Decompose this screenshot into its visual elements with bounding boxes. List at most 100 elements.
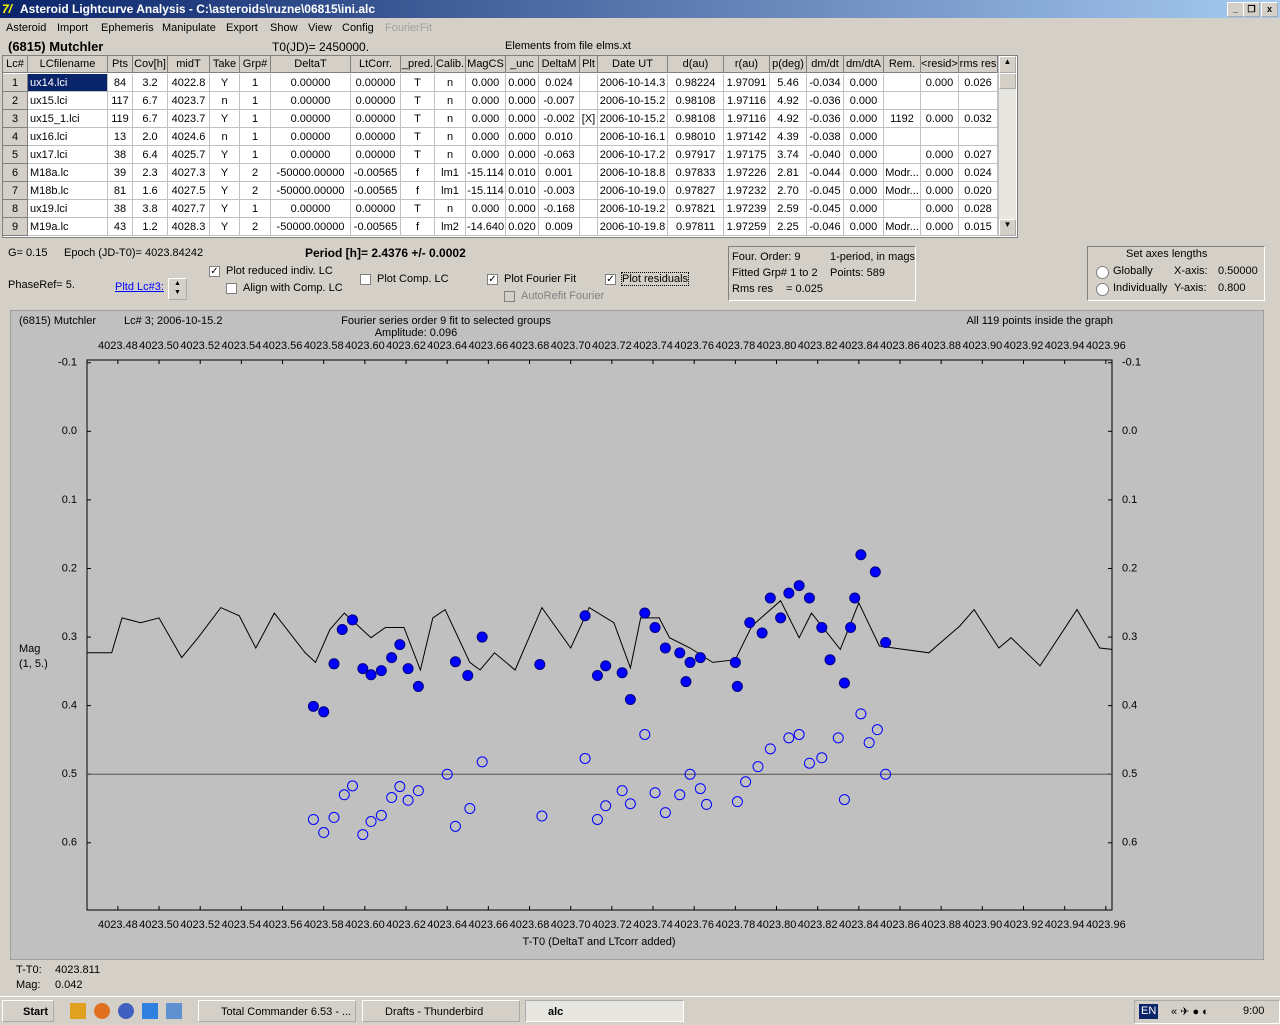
table-cell[interactable]: 0.032 [959,110,998,128]
table-cell[interactable]: 1 [240,74,271,92]
table-cell[interactable]: -0.045 [807,182,844,200]
checkbox[interactable]: ✓ [209,266,220,277]
checkbox[interactable] [226,283,237,294]
plotted-lc-link[interactable]: Pltd Lc#3: [115,281,164,293]
table-cell[interactable]: 0.98224 [668,74,724,92]
table-cell[interactable]: 1.97259 [724,218,770,236]
table-cell[interactable]: 0.001 [539,164,580,182]
table-cell[interactable]: 0.00000 [351,146,401,164]
table-cell[interactable]: 2006-10-19.2 [598,200,668,218]
table-cell[interactable]: 2 [240,182,271,200]
table-cell[interactable] [884,128,921,146]
menu-item[interactable]: Asteroid [6,22,47,34]
table-cell[interactable]: 0.00000 [271,200,351,218]
table-cell[interactable]: 0.97827 [668,182,724,200]
table-cell[interactable]: -0.038 [807,128,844,146]
table-cell[interactable]: -15.114 [466,164,506,182]
menu-item[interactable]: Config [342,22,374,34]
table-cell[interactable]: 2006-10-17.2 [598,146,668,164]
table-cell[interactable]: 0.00000 [271,146,351,164]
checkbox[interactable]: ✓ [487,274,498,285]
table-cell[interactable]: 0.009 [539,218,580,236]
table-cell[interactable]: 0.000 [466,200,506,218]
table-cell[interactable]: 1.97226 [724,164,770,182]
table-cell[interactable]: T [401,128,435,146]
table-cell[interactable]: -0.00565 [351,164,401,182]
table-cell[interactable]: 0.98010 [668,128,724,146]
table-cell[interactable]: -0.002 [539,110,580,128]
table-cell[interactable]: 4023.7 [168,110,210,128]
table-cell[interactable]: T [401,200,435,218]
table-cell[interactable]: -0.003 [539,182,580,200]
menu-item[interactable]: Import [57,22,89,34]
table-cell[interactable]: 0.000 [506,92,539,110]
table-cell[interactable]: 4.39 [770,128,807,146]
table-cell[interactable]: 0.00000 [351,200,401,218]
table-cell[interactable]: 0.000 [921,164,959,182]
table-cell[interactable]: -50000.00000 [271,164,351,182]
table-cell[interactable]: f [401,218,435,236]
table-cell[interactable]: 0.000 [844,110,884,128]
table-cell[interactable]: 1.97142 [724,128,770,146]
table-cell[interactable]: 0.000 [921,110,959,128]
table-cell[interactable]: 7 [3,182,28,200]
table-cell[interactable]: 2006-10-19.0 [598,182,668,200]
table-cell[interactable]: ux19.lci [28,200,108,218]
table-cell[interactable]: 119 [108,110,133,128]
radio-label[interactable]: Globally [1113,265,1153,277]
table-cell[interactable]: 0.000 [466,74,506,92]
table-cell[interactable]: 0.00000 [351,92,401,110]
scroll-down[interactable]: ▼ [999,219,1016,236]
table-cell[interactable]: lm2 [435,218,466,236]
table-cell[interactable]: 0.00000 [271,110,351,128]
table-cell[interactable]: 3.8 [133,200,168,218]
table-cell[interactable]: 117 [108,92,133,110]
table-cell[interactable]: 4023.7 [168,92,210,110]
table-cell[interactable]: -15.114 [466,182,506,200]
table-cell[interactable]: 38 [108,200,133,218]
table-cell[interactable]: 43 [108,218,133,236]
table-cell[interactable]: 0.000 [844,200,884,218]
table-cell[interactable]: n [210,128,240,146]
table-cell[interactable]: 84 [108,74,133,92]
table-cell[interactable]: 0.000 [921,74,959,92]
table-cell[interactable]: 0.000 [506,74,539,92]
table-cell[interactable]: 2006-10-14.3 [598,74,668,92]
table-cell[interactable]: -0.036 [807,110,844,128]
table-cell[interactable]: 0.00000 [351,128,401,146]
table-cell[interactable]: ux14.lci [28,74,108,92]
table-cell[interactable]: 0.020 [506,218,539,236]
table-cell[interactable]: 81 [108,182,133,200]
table-cell[interactable]: -50000.00000 [271,218,351,236]
table-cell[interactable]: 0.000 [844,128,884,146]
table-cell[interactable]: 1192 [884,110,921,128]
table-cell[interactable]: Modr... [884,182,921,200]
table-cell[interactable]: 1.97091 [724,74,770,92]
table-cell[interactable]: 0.000 [844,92,884,110]
table-cell[interactable]: Y [210,110,240,128]
table-cell[interactable]: 2.81 [770,164,807,182]
table-cell[interactable]: f [401,164,435,182]
table-cell[interactable]: 0.00000 [351,110,401,128]
table-cell[interactable]: lm1 [435,182,466,200]
table-cell[interactable]: ux17.lci [28,146,108,164]
axis-value[interactable]: 0.800 [1218,282,1246,294]
quick-launch[interactable] [166,1003,182,1019]
table-cell[interactable]: 5.46 [770,74,807,92]
minimize-button[interactable]: _ [1227,2,1244,17]
table-cell[interactable]: 4027.3 [168,164,210,182]
table-cell[interactable]: T [401,74,435,92]
table-cell[interactable] [580,146,598,164]
table-cell[interactable]: Y [210,218,240,236]
table-cell[interactable]: 0.00000 [271,92,351,110]
table-cell[interactable]: -0.168 [539,200,580,218]
radio[interactable] [1096,283,1109,296]
quick-launch[interactable] [94,1003,110,1019]
table-cell[interactable]: 0.000 [466,128,506,146]
table-cell[interactable]: 13 [108,128,133,146]
table-cell[interactable]: 0.00000 [351,74,401,92]
start-button[interactable]: Start [2,1000,54,1022]
table-cell[interactable]: f [401,182,435,200]
task-button[interactable]: Drafts - Thunderbird [362,1000,520,1022]
table-cell[interactable]: 2.59 [770,200,807,218]
